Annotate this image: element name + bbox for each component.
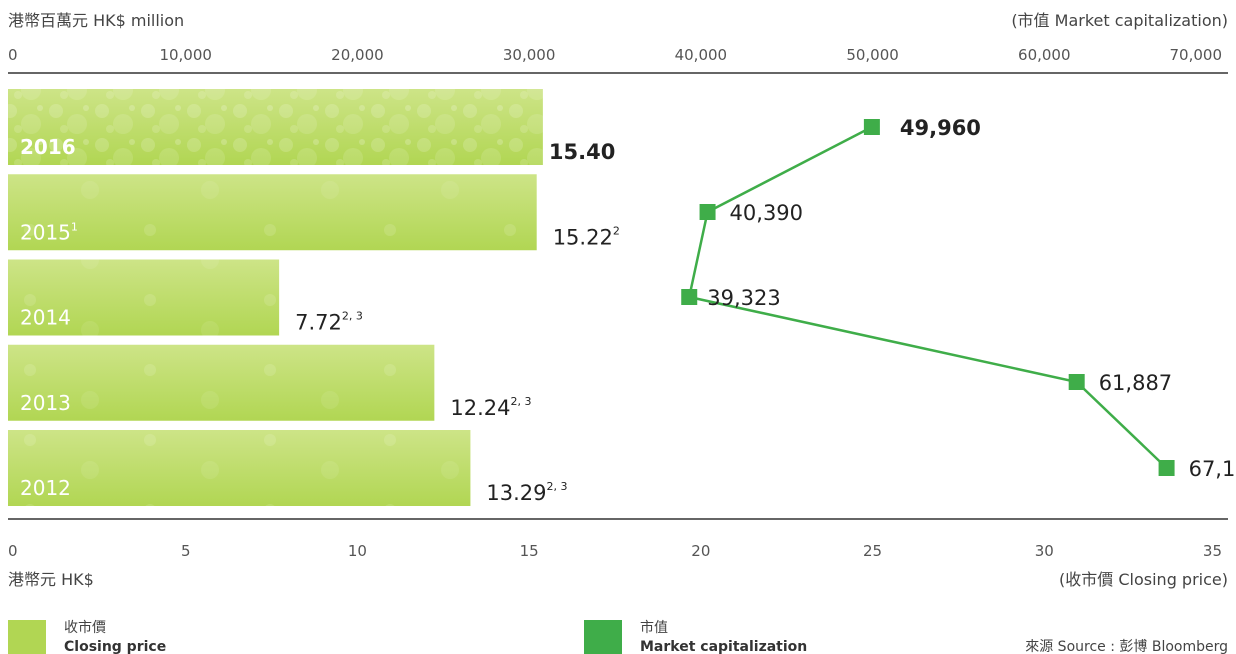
bottom-axis-tick-1: 5 <box>181 542 191 560</box>
bottom-axis-tick-4: 20 <box>691 542 710 560</box>
legend-closing-price-zh: 收市價 <box>64 619 106 636</box>
price-label-2013: 12.242, 3 <box>450 395 531 420</box>
market-cap-label-2012: 67,122 <box>1189 457 1236 481</box>
market-cap-point-2014 <box>681 289 698 305</box>
price-note-2014: 2, 3 <box>342 310 363 323</box>
legend-market-cap-zh: 市值 <box>640 619 668 636</box>
bottom-axis-tick-5: 25 <box>863 542 882 560</box>
bottom-axis-right-caption: (收市價 Closing price) <box>1059 570 1228 589</box>
price-label-2015: 15.222 <box>553 224 620 249</box>
bar-texture-2012 <box>8 430 471 506</box>
top-axis-tick-3: 30,000 <box>503 46 556 64</box>
top-axis-ticks: 0 10,000 20,000 30,000 40,000 50,000 60,000 70,… <box>8 46 1222 64</box>
market-cap-label-2016: 49,960 <box>900 116 981 140</box>
market-cap-point-2012 <box>1158 460 1175 476</box>
bar-year-label-2014: 2014 <box>20 306 71 330</box>
bar-year-label-2015: 20151 <box>20 220 78 244</box>
bar-year-label-2016: 2016 <box>20 135 76 159</box>
bar-texture-2014 <box>8 259 280 336</box>
top-axis-tick-6: 60,000 <box>1018 46 1071 64</box>
top-axis-tick-5: 50,000 <box>846 46 899 64</box>
legend-market-cap-swatch <box>584 620 622 654</box>
price-note-2015: 2 <box>613 224 620 237</box>
market-cap-label-2014: 39,323 <box>707 286 780 310</box>
bar-year-label-2013: 2013 <box>20 391 71 415</box>
bottom-axis-tick-0: 0 <box>8 542 18 560</box>
bar-texture-2016 <box>8 89 543 165</box>
price-label-2012: 13.292, 3 <box>486 480 567 505</box>
top-axis-tick-7: 70,000 <box>1170 46 1223 64</box>
price-label-2016: 15.40 <box>549 140 615 164</box>
top-axis-right-caption: (市值 Market capitalization) <box>1011 11 1228 30</box>
top-axis-tick-2: 20,000 <box>331 46 384 64</box>
bottom-axis-tick-7: 35 <box>1203 542 1222 560</box>
legend-closing-price-swatch <box>8 620 46 654</box>
bottom-axis-left-caption: 港幣元 HK$ <box>8 570 94 589</box>
legend-market-cap-en: Market capitalization <box>640 639 807 654</box>
bottom-axis-tick-2: 10 <box>348 542 367 560</box>
market-cap-label-2015: 40,390 <box>730 201 803 225</box>
top-axis-left-caption: 港幣百萬元 HK$ million <box>8 11 184 30</box>
price-label-2014: 7.722, 3 <box>295 310 363 335</box>
bar-texture-2013 <box>8 344 435 421</box>
bottom-axis-ticks: 0 5 10 15 20 25 30 35 <box>8 542 1222 560</box>
legend-closing-price-en: Closing price <box>64 639 166 654</box>
bar-year-note-2015: 1 <box>71 220 78 233</box>
top-axis-tick-4: 40,000 <box>675 46 728 64</box>
price-note-2013: 2, 3 <box>510 395 531 408</box>
market-cap-point-2013 <box>1068 374 1085 390</box>
top-axis-tick-0: 0 <box>8 46 18 64</box>
market-cap-label-2013: 61,887 <box>1099 371 1172 395</box>
bar-texture-2015 <box>8 174 537 251</box>
source-note: 來源 Source : 彭博 Bloomberg <box>1025 638 1228 654</box>
market-cap-line: 49,960 40,390 39,323 61,887 67,122 <box>681 116 1236 481</box>
market-cap-point-2016 <box>863 119 880 135</box>
market-cap-point-2015 <box>699 204 716 220</box>
price-note-2012: 2, 3 <box>547 480 568 493</box>
bottom-axis-tick-6: 30 <box>1035 542 1054 560</box>
bar-year-label-2012: 2012 <box>20 476 71 500</box>
closing-price-bars: 2016 15.40 20151 15.222 2014 7.722, 3 2013 12.2… <box>8 89 620 506</box>
top-axis-tick-1: 10,000 <box>159 46 212 64</box>
bottom-axis-tick-3: 15 <box>520 542 539 560</box>
